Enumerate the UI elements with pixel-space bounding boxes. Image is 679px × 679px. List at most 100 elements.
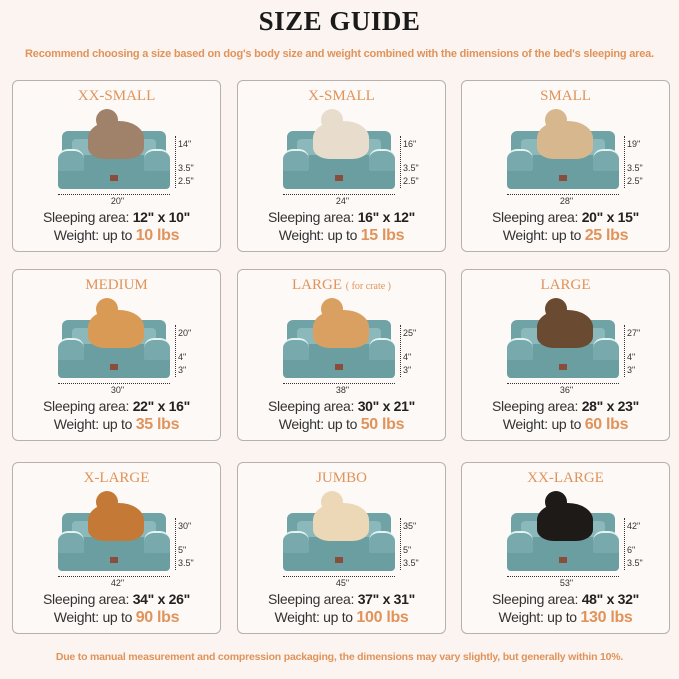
sleeping-area-value: 37" x 31" (357, 591, 416, 607)
dog-image (313, 491, 369, 541)
height-dimension-line (624, 136, 625, 188)
size-card: MEDIUM 20" 4" 3" 30" Sleeping area: 22" … (12, 269, 221, 441)
weight-label: Weight: up to (53, 609, 136, 625)
height-dimension: 30" (178, 521, 192, 531)
sleeping-area: Sleeping area: 48" x 32" (462, 591, 669, 607)
base-dimension: 3.5" (627, 558, 643, 568)
base-dimension: 3" (403, 365, 412, 375)
base-dimension: 3" (178, 365, 187, 375)
size-name: LARGE ( for crate ) (238, 277, 445, 294)
dog-image (313, 298, 369, 348)
sleeping-area: Sleeping area: 28" x 23" (462, 398, 669, 414)
weight-label: Weight: up to (53, 416, 136, 432)
size-label: LARGE (540, 277, 591, 293)
weight-value: 100 lbs (356, 609, 409, 626)
width-dimension: 45" (335, 578, 350, 588)
base-dimension: 3.5" (403, 558, 419, 568)
height-dimension: 16" (403, 139, 417, 149)
sleeping-area-value: 30" x 21" (357, 398, 416, 414)
bed-image (507, 298, 619, 378)
base-dimension: 2.5" (178, 176, 194, 186)
weight-label: Weight: up to (498, 609, 581, 625)
width-dimension-line (507, 194, 619, 195)
weight-value: 130 lbs (580, 609, 633, 626)
bed-image (58, 109, 170, 189)
weight-limit: Weight: up to 10 lbs (13, 227, 220, 245)
size-card: XX-LARGE 42" 6" 3.5" 53" Sleeping area: … (461, 462, 670, 634)
width-dimension-line (507, 576, 619, 577)
size-label: SMALL (540, 88, 591, 104)
sleeping-area-value: 12" x 10" (132, 209, 191, 225)
sleeping-area: Sleeping area: 12" x 10" (13, 209, 220, 225)
width-dimension: 30" (110, 385, 125, 395)
weight-limit: Weight: up to 50 lbs (238, 416, 445, 434)
weight-value: 90 lbs (135, 609, 180, 626)
size-label: XX-SMALL (77, 88, 156, 104)
height-dimension-line (175, 136, 176, 188)
weight-limit: Weight: up to 15 lbs (238, 227, 445, 245)
logo-tag (335, 557, 343, 563)
base-dimension: 3" (627, 365, 636, 375)
bed-image (283, 298, 395, 378)
sleeping-area: Sleeping area: 30" x 21" (238, 398, 445, 414)
weight-value: 25 lbs (584, 227, 629, 244)
base-dimension: 3.5" (178, 558, 194, 568)
logo-tag (559, 557, 567, 563)
dog-image (537, 298, 593, 348)
subtitle: Recommend choosing a size based on dog's… (25, 48, 654, 60)
dog-image (313, 109, 369, 159)
sleeping-area-label: Sleeping area: (268, 398, 358, 414)
size-note: ( for crate ) (345, 281, 391, 292)
bed-image (507, 491, 619, 571)
size-card: X-SMALL 16" 3.5" 2.5" 24" Sleeping area:… (237, 80, 446, 252)
weight-limit: Weight: up to 60 lbs (462, 416, 669, 434)
height-dimension-line (624, 325, 625, 377)
sleeping-area: Sleeping area: 20" x 15" (462, 209, 669, 225)
size-label: X-LARGE (83, 470, 150, 486)
height-dimension: 27" (627, 328, 641, 338)
size-card: LARGE 27" 4" 3" 36" Sleeping area: 28" x… (461, 269, 670, 441)
sleeping-area-label: Sleeping area: (43, 209, 133, 225)
weight-value: 50 lbs (360, 416, 405, 433)
height-dimension: 42" (627, 521, 641, 531)
bed-image (283, 109, 395, 189)
weight-label: Weight: up to (53, 227, 136, 243)
size-name: X-SMALL (238, 88, 445, 105)
height-dimension: 35" (403, 521, 417, 531)
size-label: XX-LARGE (527, 470, 604, 486)
size-card: LARGE ( for crate ) 25" 4" 3" 38" Sleepi… (237, 269, 446, 441)
width-dimension-line (58, 576, 170, 577)
size-name: LARGE (462, 277, 669, 294)
weight-label: Weight: up to (502, 416, 585, 432)
width-dimension-line (507, 383, 619, 384)
sleeping-area: Sleeping area: 22" x 16" (13, 398, 220, 414)
cushion-dimension: 6" (627, 545, 636, 555)
sleeping-area-label: Sleeping area: (43, 591, 133, 607)
size-card: SMALL 19" 3.5" 2.5" 28" Sleeping area: 2… (461, 80, 670, 252)
size-card: XX-SMALL 14" 3.5" 2.5" 20" Sleeping area… (12, 80, 221, 252)
sleeping-area-label: Sleeping area: (268, 591, 358, 607)
height-dimension: 25" (403, 328, 417, 338)
width-dimension-line (283, 383, 395, 384)
width-dimension-line (283, 194, 395, 195)
cushion-dimension: 3.5" (403, 163, 419, 173)
width-dimension: 38" (335, 385, 350, 395)
sleeping-area-value: 20" x 15" (581, 209, 640, 225)
size-card: JUMBO 35" 5" 3.5" 45" Sleeping area: 37"… (237, 462, 446, 634)
sleeping-area: Sleeping area: 16" x 12" (238, 209, 445, 225)
size-name: XX-SMALL (13, 88, 220, 105)
sleeping-area: Sleeping area: 34" x 26" (13, 591, 220, 607)
weight-value: 35 lbs (135, 416, 180, 433)
sleeping-area-value: 22" x 16" (132, 398, 191, 414)
sleeping-area-label: Sleeping area: (268, 209, 358, 225)
sleeping-area-value: 48" x 32" (581, 591, 640, 607)
cushion-dimension: 4" (178, 352, 187, 362)
dog-image (88, 491, 144, 541)
footer-note: Due to manual measurement and compressio… (55, 651, 624, 663)
height-dimension-line (400, 325, 401, 377)
size-name: X-LARGE (13, 470, 220, 487)
base-dimension: 2.5" (627, 176, 643, 186)
bed-image (283, 491, 395, 571)
weight-limit: Weight: up to 35 lbs (13, 416, 220, 434)
sleeping-area-label: Sleeping area: (492, 398, 582, 414)
